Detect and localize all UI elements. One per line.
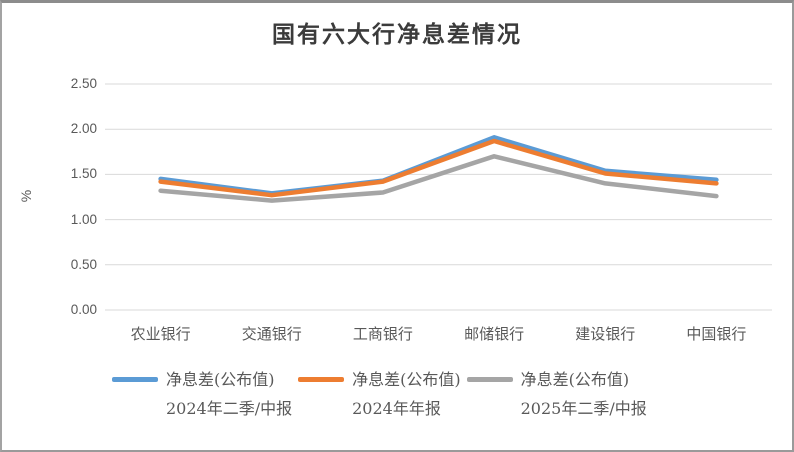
- y-tick-label: 0.00: [70, 302, 97, 317]
- legend-series-name: 净息差(公布值): [352, 370, 461, 389]
- x-category-label: 农业银行: [130, 325, 191, 343]
- legend-series-period: 2025年二季/中报: [520, 399, 647, 418]
- legend-series-period: 2024年年报: [352, 399, 441, 418]
- legend-swatch: [466, 377, 513, 382]
- y-tick-label: 1.00: [70, 211, 97, 227]
- x-category-label: 邮储银行: [464, 325, 525, 343]
- y-tick-label: 2.50: [70, 76, 97, 91]
- y-tick-label: 0.50: [70, 256, 97, 272]
- legend-item-2: 净息差(公布值) 2025年二季/中报: [466, 365, 647, 423]
- y-tick-label: 1.50: [70, 166, 97, 182]
- legend-swatch: [112, 377, 158, 382]
- y-axis-unit-label: %: [18, 189, 35, 203]
- x-category-label: 交通银行: [241, 325, 302, 343]
- legend-item-0: 净息差(公布值) 2024年二季/中报: [112, 365, 292, 423]
- legend-series-name: 净息差(公布值): [520, 370, 630, 389]
- legend-series-period: 2024年二季/中报: [166, 399, 293, 418]
- legend-swatch: [298, 377, 345, 382]
- series-line-2: [158, 154, 719, 203]
- series-line-1: [158, 138, 719, 198]
- plot-area: [105, 83, 772, 311]
- legend-series-name: 净息差(公布值): [166, 370, 275, 389]
- x-category-label: 建设银行: [575, 325, 636, 343]
- chart-title: 国有六大行净息差情况: [272, 21, 522, 48]
- x-category-label: 中国银行: [686, 325, 747, 343]
- legend-item-1: 净息差(公布值) 2024年年报: [298, 365, 461, 423]
- legend: 净息差(公布值) 2024年二季/中报 净息差(公布值) 2024年年报 净息差(公布值…: [112, 365, 647, 423]
- x-category-label: 工商银行: [352, 325, 413, 343]
- y-tick-label: 2.00: [70, 121, 97, 137]
